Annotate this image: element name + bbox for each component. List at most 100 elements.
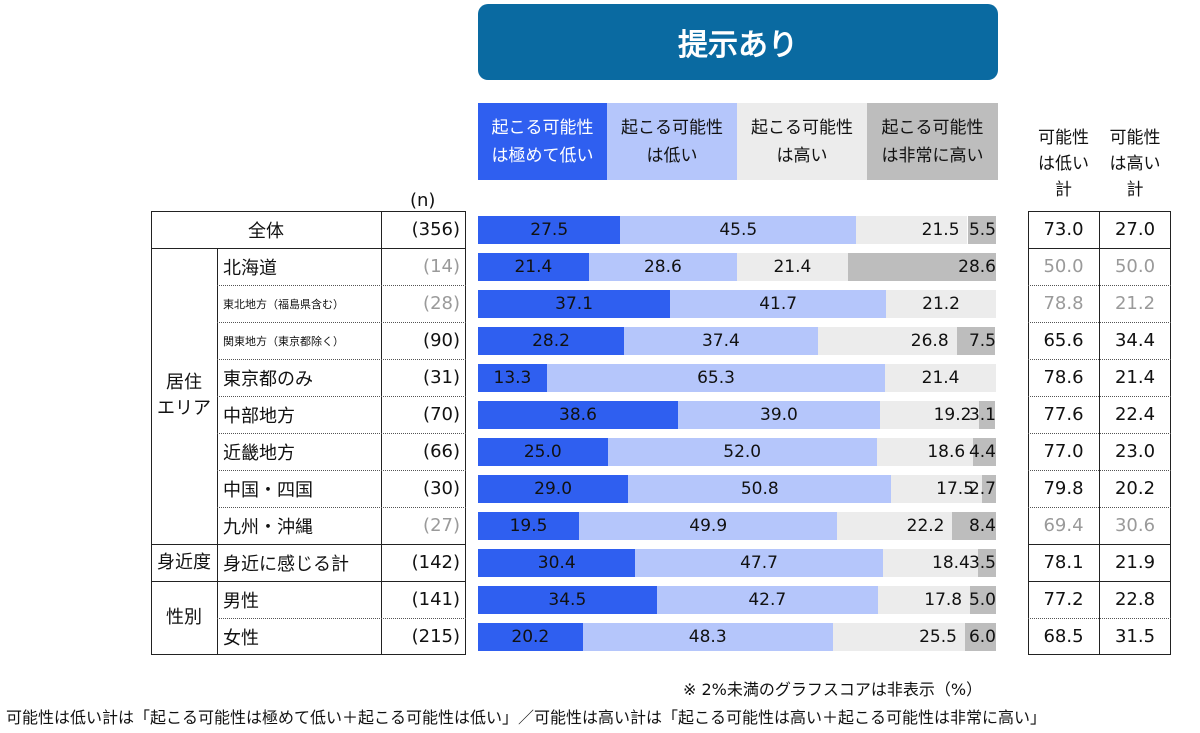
bar-segment bbox=[478, 400, 678, 429]
high-total-value: 22.4 bbox=[1114, 404, 1156, 425]
footnote-hidden-values: ※ 2%未満のグラフスコアは非表示（%） bbox=[683, 680, 983, 699]
footnote-definitions: 可能性は低い計は「起こる可能性は極めて低い＋起こる可能性は低い」／可能性は高い計… bbox=[6, 708, 1047, 727]
bar-value-label: 34.5 bbox=[548, 589, 587, 610]
high-total-value: 31.5 bbox=[1114, 626, 1156, 647]
high-total-value: 21.4 bbox=[1114, 367, 1156, 388]
row-n: (31) bbox=[423, 367, 460, 388]
low-total-value: 78.6 bbox=[1043, 367, 1084, 388]
bar-segment bbox=[588, 252, 737, 281]
bar-value-label: 41.7 bbox=[759, 293, 798, 314]
bar-segment bbox=[832, 622, 965, 651]
bar-value-label: 13.3 bbox=[493, 367, 532, 388]
bar-value-label: 49.9 bbox=[689, 515, 728, 536]
low-total-value: 77.6 bbox=[1043, 404, 1084, 425]
bar-value-label: 48.3 bbox=[688, 626, 727, 647]
row-separator bbox=[151, 581, 466, 582]
bar-segment bbox=[478, 215, 621, 244]
bar-value-label: 22.2 bbox=[906, 515, 945, 536]
bar-value-label: 17.5 bbox=[936, 478, 975, 499]
bar-value-label: 5.0 bbox=[968, 589, 996, 610]
bar-segment bbox=[879, 400, 980, 429]
bar-value-label: 7.5 bbox=[968, 330, 996, 351]
row-separator bbox=[1028, 470, 1171, 471]
row-n: (14) bbox=[423, 256, 460, 277]
bar-segment bbox=[620, 215, 857, 244]
legend-item-4: 起こる可能性 は非常に高い bbox=[867, 103, 998, 180]
row-label: 近畿地方 bbox=[223, 442, 295, 464]
row-separator bbox=[217, 433, 466, 434]
row-separator bbox=[217, 396, 466, 397]
row-label: 中部地方 bbox=[223, 405, 295, 427]
bar-segment bbox=[478, 289, 671, 318]
bar-value-label: 21.2 bbox=[922, 293, 960, 314]
bar-value-label: 3.5 bbox=[968, 552, 996, 573]
bar-value-label: 6.0 bbox=[968, 626, 996, 647]
low-total-value: 69.4 bbox=[1043, 515, 1084, 536]
group-label: 性別 bbox=[166, 607, 202, 628]
bar-segment bbox=[635, 548, 883, 577]
bar-segment bbox=[607, 437, 877, 466]
bar-segment bbox=[656, 585, 878, 614]
high-total-value: 20.2 bbox=[1114, 478, 1156, 499]
high-total-value: 21.9 bbox=[1114, 552, 1156, 573]
bar-segment bbox=[478, 511, 579, 540]
row-separator bbox=[217, 507, 466, 508]
bar-segment bbox=[885, 363, 996, 392]
bar-segment bbox=[891, 474, 982, 503]
bar-value-label: 47.7 bbox=[740, 552, 778, 573]
bar-segment bbox=[582, 622, 833, 651]
low-total-value: 65.6 bbox=[1043, 330, 1084, 351]
bar-value-label: 52.0 bbox=[723, 441, 762, 462]
bar-value-label: 3.1 bbox=[968, 404, 996, 425]
bar-segment bbox=[977, 548, 996, 577]
bar-segment bbox=[624, 326, 818, 355]
bar-segment bbox=[882, 548, 978, 577]
bar-value-label: 18.6 bbox=[927, 441, 966, 462]
bar-segment bbox=[970, 585, 996, 614]
row-separator bbox=[1028, 544, 1171, 545]
row-n: (66) bbox=[423, 441, 460, 462]
row-separator bbox=[1028, 248, 1171, 249]
bar-value-label: 21.4 bbox=[921, 367, 960, 388]
bar-value-label: 30.4 bbox=[537, 552, 576, 573]
bar-segment bbox=[478, 326, 625, 355]
bar-segment bbox=[973, 437, 996, 466]
row-n: (28) bbox=[423, 293, 460, 314]
row-separator bbox=[217, 359, 466, 360]
high-total-value: 50.0 bbox=[1114, 256, 1156, 277]
bar-value-label: 19.5 bbox=[509, 515, 548, 536]
row-separator bbox=[1028, 581, 1171, 582]
row-label: 男性 bbox=[223, 590, 259, 612]
bar-segment bbox=[877, 585, 971, 614]
row-n: (356) bbox=[411, 219, 460, 240]
row-separator bbox=[217, 470, 466, 471]
low-total-value: 79.8 bbox=[1043, 478, 1084, 499]
bar-value-label: 21.4 bbox=[773, 256, 812, 277]
row-n: (141) bbox=[411, 589, 460, 610]
bar-value-label: 28.6 bbox=[958, 256, 996, 277]
row-separator bbox=[151, 248, 466, 249]
bar-segment bbox=[967, 215, 996, 244]
bar-segment bbox=[546, 363, 886, 392]
row-n: (215) bbox=[411, 626, 460, 647]
bar-segment bbox=[478, 585, 657, 614]
bar-segment bbox=[952, 511, 996, 540]
row-n: (27) bbox=[423, 515, 460, 536]
high-total-header: 可能性 は高い 計 bbox=[1109, 128, 1161, 200]
high-total-value: 30.6 bbox=[1114, 515, 1156, 536]
bar-value-label: 25.0 bbox=[523, 441, 562, 462]
row-separator bbox=[1028, 618, 1171, 619]
row-n: (142) bbox=[411, 552, 460, 573]
bar-segment bbox=[979, 400, 996, 429]
low-total-value: 77.0 bbox=[1043, 441, 1084, 462]
group-column-divider bbox=[217, 248, 218, 655]
row-separator bbox=[1028, 433, 1171, 434]
bar-segment bbox=[737, 252, 848, 281]
bar-value-label: 45.5 bbox=[719, 219, 758, 240]
bar-segment bbox=[982, 474, 996, 503]
bar-value-label: 17.8 bbox=[924, 589, 963, 610]
bar-value-label: 25.5 bbox=[919, 626, 957, 647]
legend-item-1: 起こる可能性 は極めて低い bbox=[478, 103, 607, 180]
row-label: 関東地方（東京都除く） bbox=[223, 334, 344, 348]
bar-value-label: 28.6 bbox=[643, 256, 682, 277]
